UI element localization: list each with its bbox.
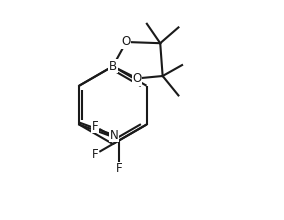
- Text: O: O: [122, 35, 131, 48]
- Text: F: F: [92, 120, 98, 133]
- Text: B: B: [109, 60, 117, 73]
- Text: F: F: [116, 162, 122, 175]
- Text: N: N: [110, 129, 119, 142]
- Text: F: F: [92, 148, 98, 161]
- Text: O: O: [133, 72, 142, 85]
